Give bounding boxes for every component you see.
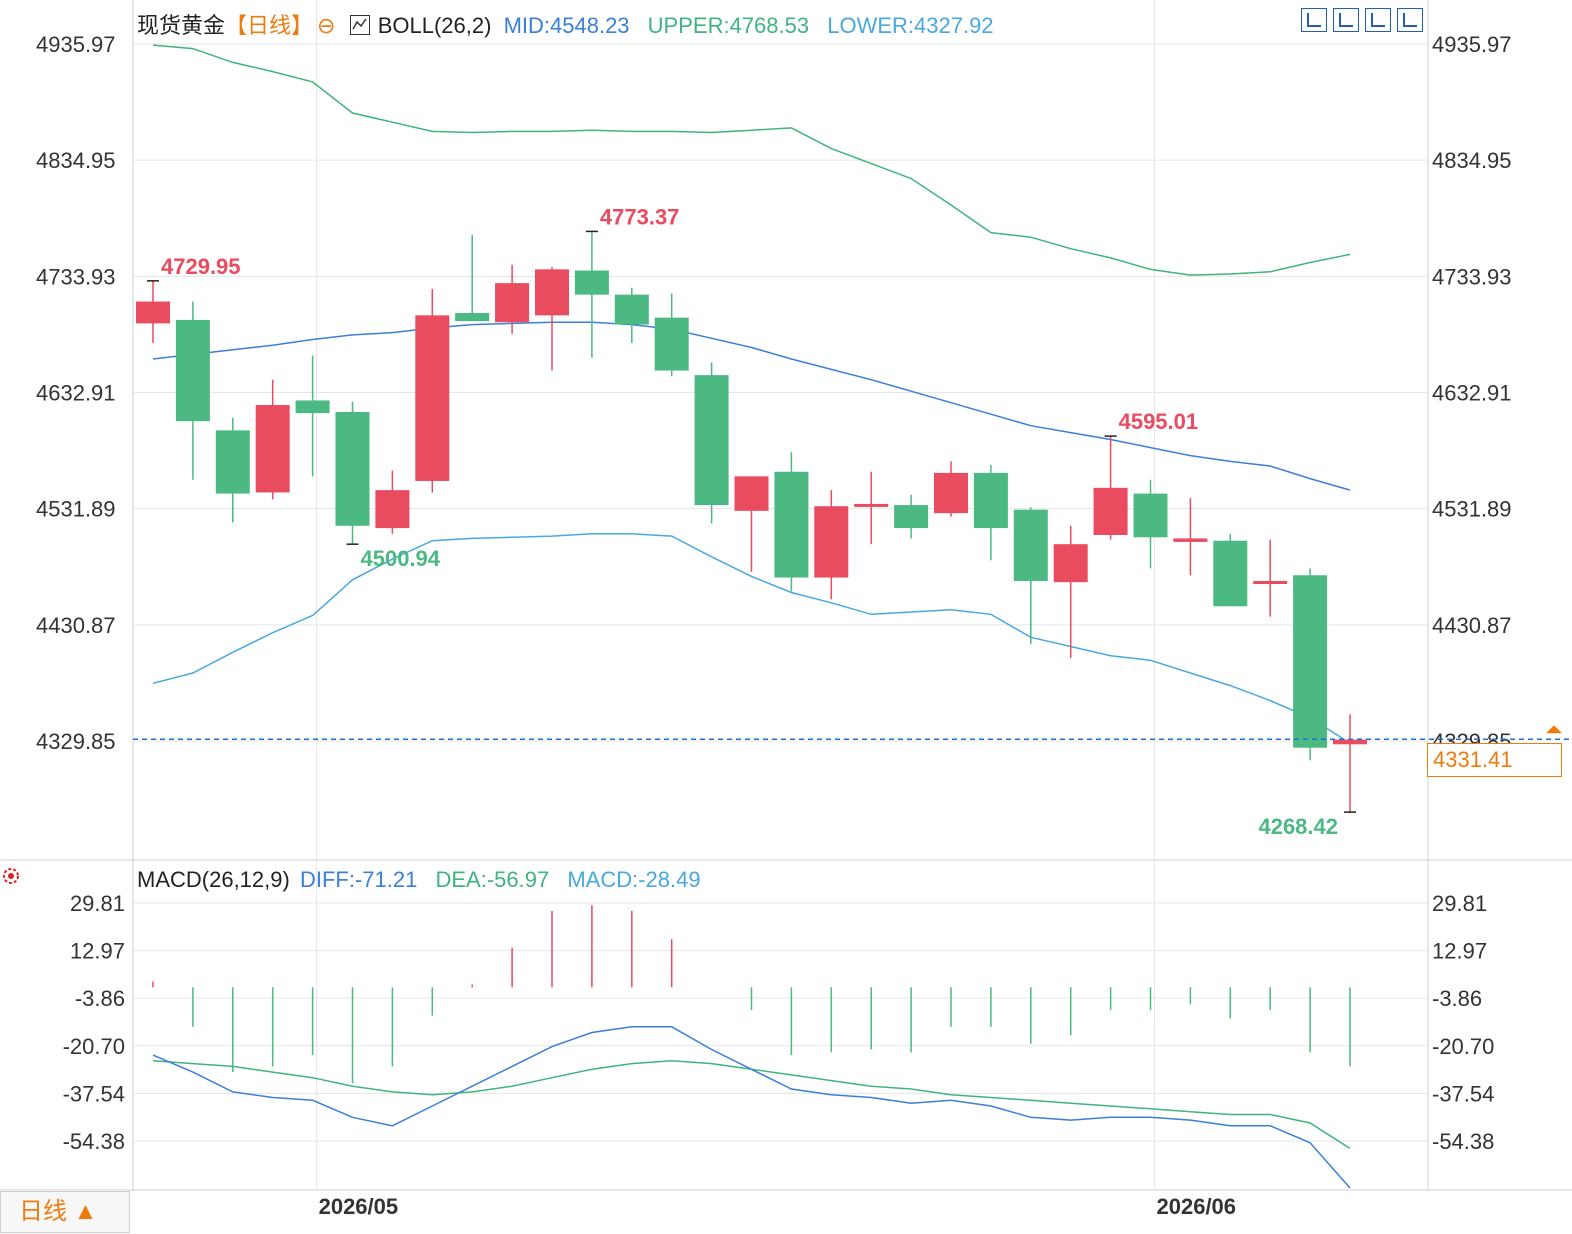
- candle-body: [614, 294, 649, 325]
- candle-body: [136, 301, 170, 324]
- boll-upper-line: [152, 44, 1351, 276]
- boll-mid-line: [152, 321, 1351, 491]
- annotation-label: 4500.94: [361, 546, 441, 571]
- candle-body: [973, 472, 1008, 529]
- candle-body: [255, 405, 290, 493]
- time-axis-label: 2026/05: [319, 1194, 399, 1219]
- macd-tick-left: -3.86: [75, 986, 125, 1011]
- price-tick-right: 4632.91: [1432, 381, 1512, 406]
- play-icon[interactable]: [1365, 8, 1391, 32]
- macd-tick-right: -54.38: [1432, 1129, 1494, 1154]
- price-tick-left: 4733.93: [36, 264, 116, 289]
- annotation-label: 4268.42: [1258, 814, 1338, 839]
- boll-mid: MID:4548.23: [503, 13, 630, 38]
- boll-lower-line: [152, 533, 1351, 744]
- annotation-label: 4595.01: [1119, 409, 1199, 434]
- macd-tick-left: 29.81: [70, 891, 125, 916]
- macd-tick-right: -20.70: [1432, 1034, 1494, 1059]
- annotation-label: 4729.95: [161, 254, 241, 279]
- indicator-icon[interactable]: [349, 15, 370, 35]
- price-tick-left: 4632.91: [36, 381, 116, 406]
- macd-diff: DIFF:-71.21: [299, 867, 418, 892]
- candle-body: [854, 503, 889, 507]
- candle-body: [734, 476, 769, 511]
- candle-body: [694, 375, 729, 506]
- price-tick-left: 4935.97: [36, 32, 116, 57]
- price-tick-right: 4430.87: [1432, 613, 1512, 638]
- macd-value: MACD:-28.49: [567, 867, 701, 892]
- macd-tick-right: -3.86: [1432, 986, 1482, 1011]
- candle-body: [894, 505, 929, 529]
- bar-chart-icon[interactable]: [1333, 8, 1359, 32]
- price-tick-left: 4329.85: [36, 729, 116, 754]
- macd-dea-line: [152, 1060, 1351, 1150]
- candle-body: [1013, 509, 1048, 581]
- candle-body: [215, 430, 250, 494]
- price-tick-right: 4935.97: [1432, 32, 1512, 57]
- candle-body: [574, 270, 609, 295]
- candle-body: [654, 317, 689, 371]
- candle-body: [814, 506, 849, 578]
- macd-tick-right: -37.54: [1432, 1081, 1494, 1106]
- macd-tick-right: 12.97: [1432, 939, 1487, 964]
- candle-body: [934, 472, 968, 514]
- candle-body: [495, 283, 530, 323]
- macd-dea: DEA:-56.97: [435, 867, 550, 892]
- candle-body: [1173, 538, 1208, 542]
- period-selector-button[interactable]: 日线 ▲: [0, 1191, 130, 1233]
- price-tick-right: 4733.93: [1432, 264, 1512, 289]
- boll-upper: UPPER:4768.53: [647, 13, 810, 38]
- candle-body: [535, 269, 569, 316]
- time-axis-label: 2026/06: [1157, 1194, 1237, 1219]
- boll-lower: LOWER:4327.92: [827, 13, 994, 38]
- price-tick-left: 4834.95: [36, 148, 116, 173]
- macd-label: MACD(26,12,9): [137, 867, 290, 892]
- candle-body: [1133, 493, 1168, 538]
- candle-body: [335, 411, 370, 526]
- instrument-name: 现货黄金: [137, 13, 226, 38]
- settings-icon[interactable]: [1, 866, 21, 886]
- price-tick-left: 4430.87: [36, 613, 116, 638]
- macd-tick-left: -54.38: [63, 1129, 125, 1154]
- candle-body: [1213, 540, 1248, 607]
- candle-body: [1053, 544, 1088, 583]
- candle-body: [1293, 575, 1328, 748]
- last-price-arrow-icon: [1546, 725, 1562, 734]
- forward-icon[interactable]: [1397, 8, 1423, 32]
- annotation-label: 4773.37: [600, 204, 680, 229]
- candle-body: [1093, 487, 1128, 535]
- macd-tick-right: 29.81: [1432, 891, 1487, 916]
- boll-label: BOLL(26,2): [377, 13, 492, 38]
- macd-diff-line: [152, 1026, 1351, 1189]
- crosshair-icon[interactable]: [1301, 8, 1327, 32]
- macd-tick-left: 12.97: [70, 939, 125, 964]
- candle-body: [375, 490, 410, 529]
- macd-tick-left: -20.70: [63, 1034, 125, 1059]
- candle-body: [415, 315, 450, 481]
- price-tick-right: 4834.95: [1432, 148, 1512, 173]
- macd-tick-left: -37.54: [63, 1081, 125, 1106]
- zoom-out-icon[interactable]: ⊖: [317, 13, 336, 38]
- price-tick-left: 4531.89: [36, 497, 116, 522]
- candle-body: [455, 313, 490, 322]
- price-tick-right: 4531.89: [1432, 497, 1512, 522]
- candle-body: [1333, 739, 1367, 745]
- candle-body: [774, 471, 809, 578]
- candle-body: [295, 400, 330, 414]
- last-price-label: 4331.41: [1427, 743, 1562, 777]
- candle-body: [1253, 580, 1288, 584]
- period-tag: 【日线】: [225, 13, 314, 38]
- candle-body: [175, 319, 210, 422]
